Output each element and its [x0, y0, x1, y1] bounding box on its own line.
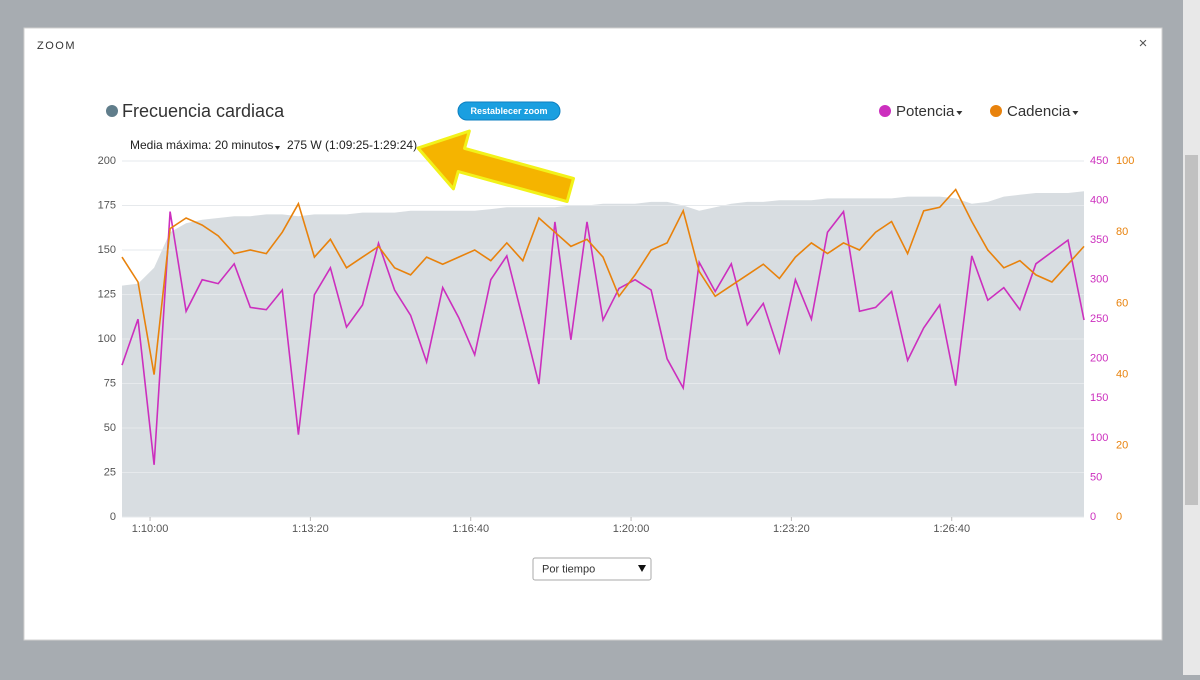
legend-marker — [879, 105, 891, 117]
x-tick-label: 1:16:40 — [452, 523, 489, 535]
dialog-title: ZOOM — [37, 40, 76, 52]
y-tick-label: 25 — [104, 466, 116, 478]
line — [121, 209, 1085, 465]
y3-tick-label: 100 — [1116, 155, 1134, 167]
y2-tick-label: 150 — [1090, 392, 1108, 404]
y-tick-label: 125 — [98, 288, 116, 300]
y-tick-label: 150 — [98, 244, 116, 256]
y2-tick-label: 50 — [1090, 471, 1102, 483]
area — [122, 191, 1084, 518]
close-button[interactable]: × — [1139, 35, 1148, 52]
scroll-thumb[interactable] — [1185, 155, 1198, 505]
legend-caret — [956, 111, 963, 115]
x-mode-label[interactable]: Por tiempo — [542, 563, 595, 575]
y2-tick-label: 0 — [1090, 511, 1096, 523]
y-tick-label: 200 — [98, 155, 116, 167]
y3-tick-label: 0 — [1116, 511, 1122, 523]
annotation-arrow — [416, 129, 576, 204]
x-tick-label: 1:10:00 — [132, 523, 169, 535]
line — [121, 188, 1085, 375]
legend-marker — [106, 105, 118, 117]
dropdown-caret — [275, 146, 280, 150]
y-tick-label: 175 — [98, 199, 116, 211]
arrow-shape — [416, 129, 576, 204]
x-mode-select[interactable] — [532, 557, 652, 581]
x-tick-label: 1:23:20 — [773, 523, 810, 535]
legend-marker — [990, 105, 1002, 117]
x-tick-label: 1:20:00 — [613, 523, 650, 535]
reset-zoom-button[interactable] — [457, 101, 561, 121]
legend-label[interactable]: Cadencia — [1007, 103, 1071, 120]
plot — [121, 160, 1085, 518]
y2-tick-label: 350 — [1090, 234, 1108, 246]
max-average-selector[interactable]: Media máxima: 20 minutos — [130, 138, 273, 152]
y-tick-label: 75 — [104, 377, 116, 389]
y3-tick-label: 80 — [1116, 226, 1128, 238]
y3-tick-label: 20 — [1116, 440, 1128, 452]
reset-zoom-label[interactable]: Restablecer zoom — [470, 106, 547, 116]
y-tick-label: 100 — [98, 333, 116, 345]
y2-tick-label: 400 — [1090, 194, 1108, 206]
x-tick-label: 1:13:20 — [292, 523, 329, 535]
select-caret — [638, 565, 646, 572]
max-average-value: 275 W (1:09:25-1:29:24) — [287, 138, 417, 152]
x-tick-label: 1:26:40 — [933, 523, 970, 535]
y2-tick-label: 450 — [1090, 155, 1108, 167]
y3-tick-label: 40 — [1116, 369, 1128, 381]
y2-tick-label: 200 — [1090, 353, 1108, 365]
legend-label[interactable]: Potencia — [896, 103, 955, 120]
y-tick-label: 50 — [104, 422, 116, 434]
y2-tick-label: 250 — [1090, 313, 1108, 325]
y-tick-label: 0 — [110, 511, 116, 523]
y2-tick-label: 300 — [1090, 274, 1108, 286]
legend-title: Frecuencia cardiaca — [122, 101, 285, 121]
y3-tick-label: 60 — [1116, 297, 1128, 309]
legend-caret — [1072, 111, 1079, 115]
y2-tick-label: 100 — [1090, 432, 1108, 444]
